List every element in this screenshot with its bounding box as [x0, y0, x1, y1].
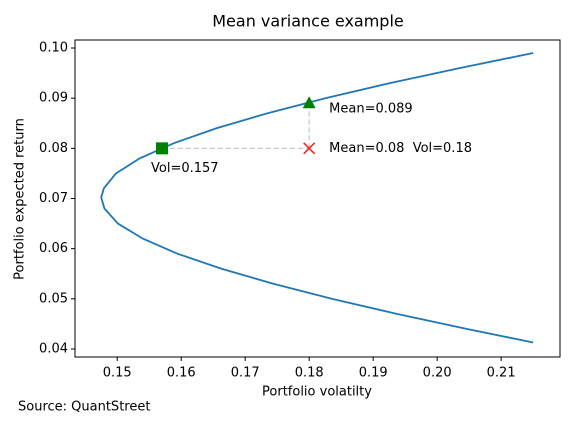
point-label: Mean=0.08 Vol=0.18 [329, 141, 472, 156]
x-tick-label: 0.16 [167, 366, 196, 381]
y-tick-label: 0.04 [39, 341, 68, 356]
x-tick-label: 0.20 [423, 366, 452, 381]
y-tick-label: 0.06 [39, 241, 68, 256]
x-tick-label: 0.21 [487, 366, 516, 381]
point-square [156, 142, 169, 155]
x-tick-label: 0.15 [103, 366, 132, 381]
frontier-curve [100, 52, 534, 344]
point-x [303, 142, 316, 155]
y-axis-label: Portfolio expected return [13, 118, 28, 280]
point-label: Mean=0.089 [329, 102, 413, 117]
y-tick-label: 0.07 [39, 191, 68, 206]
x-axis-label: Portfolio volatilty [262, 385, 372, 400]
x-tick-label: 0.18 [295, 366, 324, 381]
y-tick-label: 0.10 [39, 41, 68, 56]
point-label: Vol=0.157 [151, 161, 219, 176]
source-note: Source: QuantStreet [18, 400, 150, 415]
y-tick-label: 0.09 [39, 91, 68, 106]
x-tick-label: 0.19 [359, 366, 388, 381]
x-tick-label: 0.17 [231, 366, 260, 381]
point-triangle [302, 96, 316, 109]
y-tick-label: 0.08 [39, 141, 68, 156]
plot-frame [74, 39, 561, 358]
chart-title: Mean variance example [212, 12, 404, 31]
y-tick-label: 0.05 [39, 291, 68, 306]
